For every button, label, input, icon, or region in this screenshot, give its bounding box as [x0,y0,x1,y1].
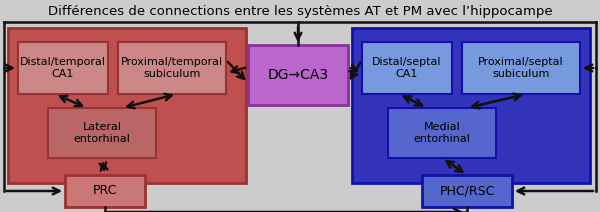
Bar [388,108,496,158]
Text: Différences de connections entre les systèmes AT et PM avec l’hippocampe: Différences de connections entre les sys… [47,6,553,18]
Text: Medial
entorhinal: Medial entorhinal [413,122,470,144]
Bar [8,28,246,183]
Text: Distal/septal
CA1: Distal/septal CA1 [372,57,442,79]
Bar [118,42,226,94]
Text: DG→CA3: DG→CA3 [268,68,329,82]
Text: Lateral
entorhinal: Lateral entorhinal [74,122,130,144]
Text: Proximal/temporal
subiculum: Proximal/temporal subiculum [121,57,223,79]
Bar [18,42,108,94]
Bar [462,42,580,94]
Text: PRC: PRC [93,184,117,198]
Bar [422,175,512,207]
Bar [352,28,590,183]
Bar [65,175,145,207]
Text: PHC/RSC: PHC/RSC [439,184,494,198]
Bar [248,45,348,105]
Bar [362,42,452,94]
Bar [48,108,156,158]
Text: Distal/temporal
CA1: Distal/temporal CA1 [20,57,106,79]
Text: Proximal/septal
subiculum: Proximal/septal subiculum [478,57,564,79]
